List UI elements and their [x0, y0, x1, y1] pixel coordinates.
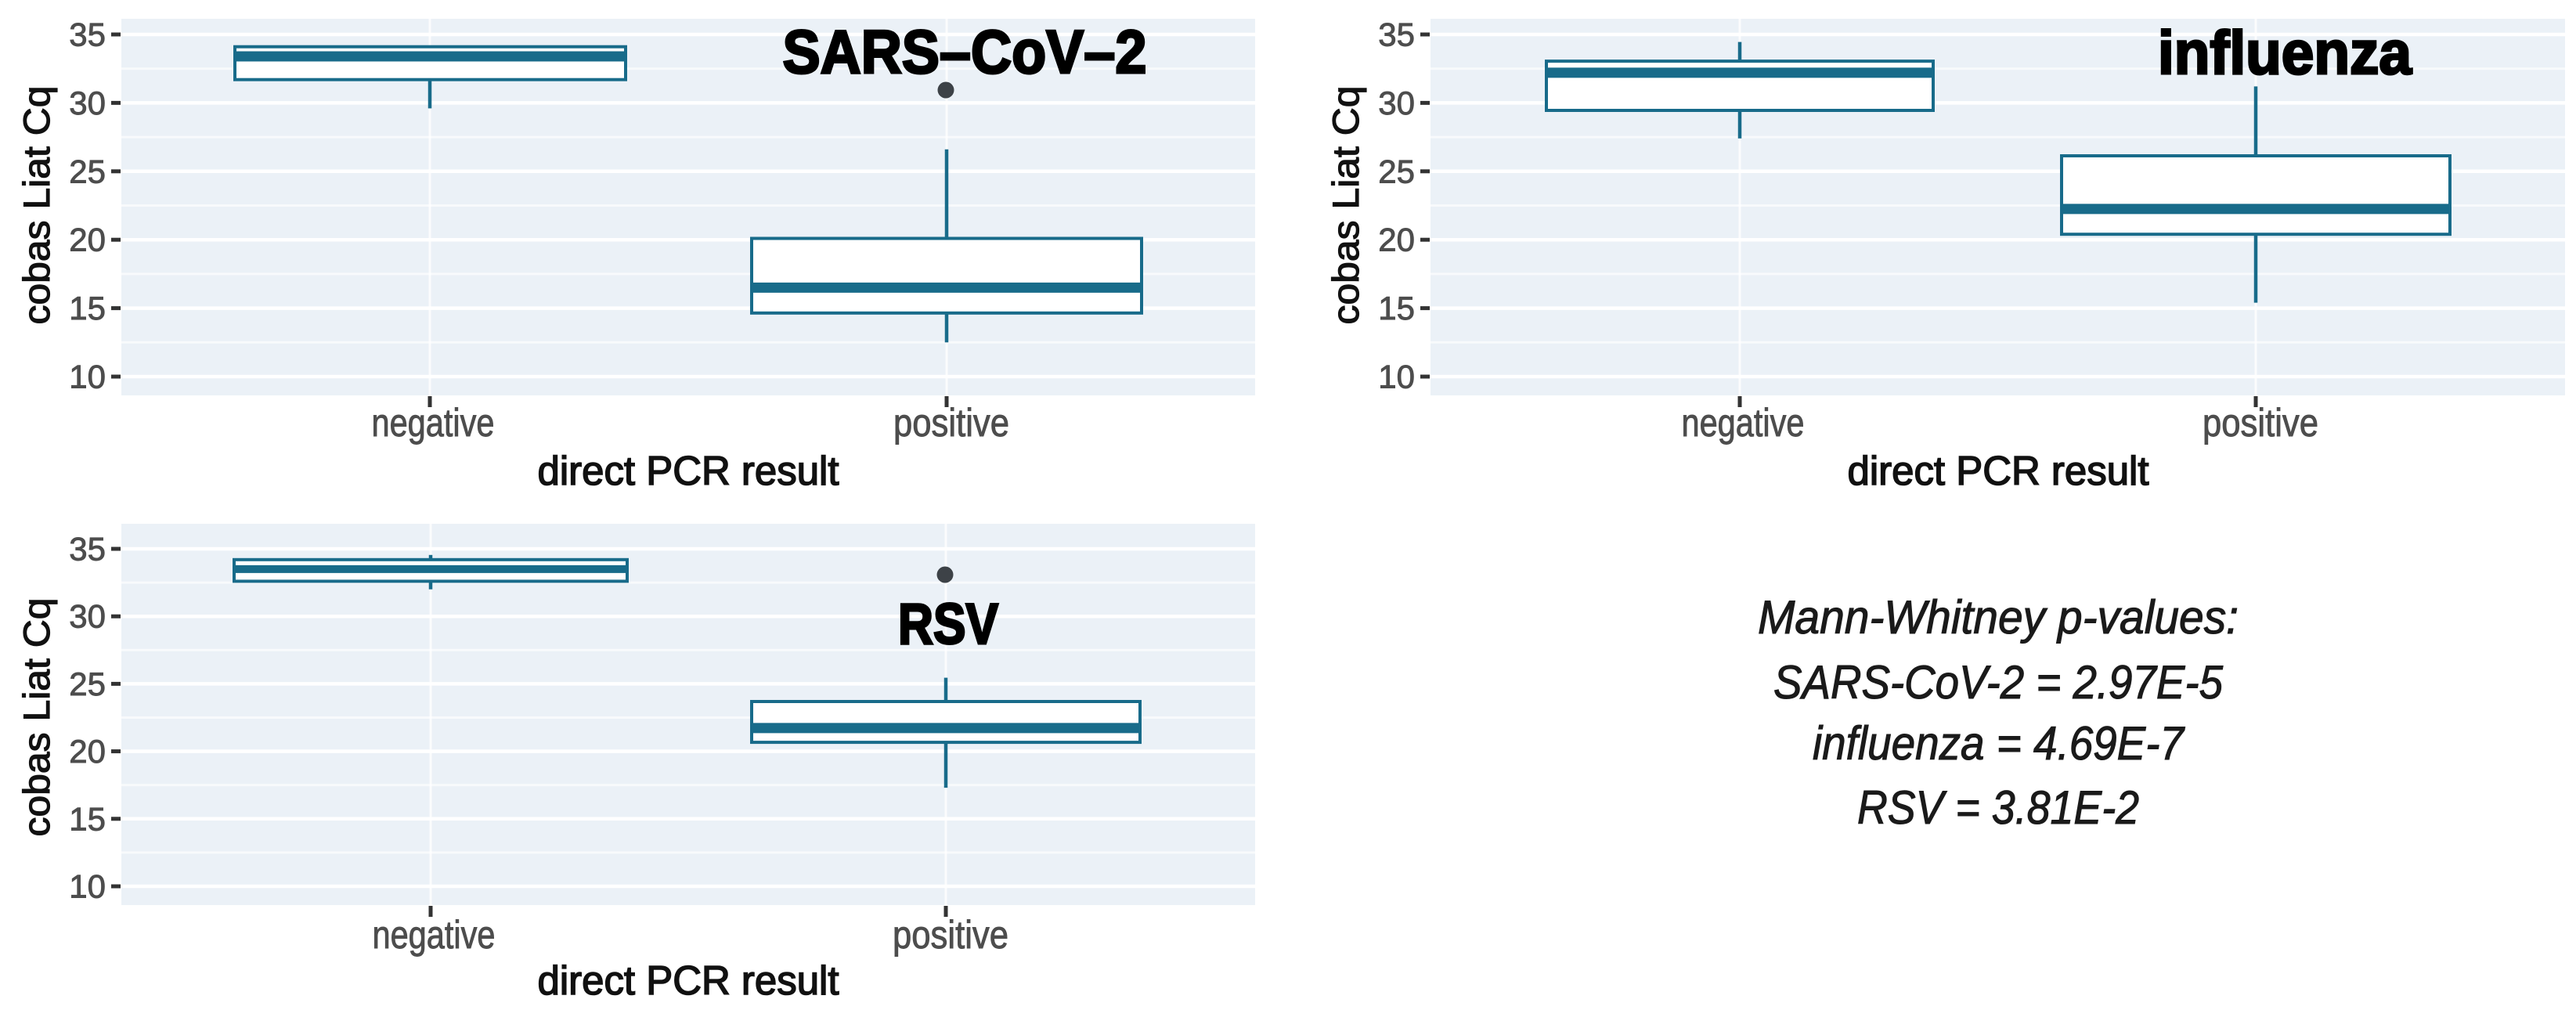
svg-text:30: 30	[69, 598, 106, 635]
svg-text:25: 25	[69, 666, 106, 702]
svg-text:negative: negative	[1682, 401, 1805, 445]
svg-text:positive: positive	[893, 401, 1009, 445]
svg-text:direct PCR result: direct PCR result	[1848, 449, 2150, 494]
svg-text:30: 30	[69, 85, 106, 121]
svg-text:20: 20	[1378, 222, 1415, 258]
svg-text:35: 35	[69, 16, 106, 53]
svg-text:35: 35	[69, 531, 106, 568]
svg-text:20: 20	[69, 733, 106, 770]
svg-text:15: 15	[69, 290, 106, 326]
svg-text:10: 10	[69, 359, 106, 395]
svg-text:positive: positive	[2203, 401, 2318, 445]
svg-text:SARS–CoV–2: SARS–CoV–2	[783, 17, 1147, 86]
svg-text:negative: negative	[372, 401, 495, 445]
svg-text:cobas Liat Cq: cobas Liat Cq	[16, 86, 57, 325]
svg-text:SARS-CoV-2 = 2.97E-5: SARS-CoV-2 = 2.97E-5	[1773, 656, 2224, 709]
svg-text:influenza: influenza	[2158, 18, 2412, 87]
svg-text:direct PCR result: direct PCR result	[538, 449, 840, 494]
svg-text:influenza = 4.69E-7: influenza = 4.69E-7	[1813, 717, 2185, 770]
svg-text:15: 15	[69, 800, 106, 837]
svg-text:25: 25	[69, 153, 106, 189]
svg-text:10: 10	[69, 868, 106, 905]
svg-text:RSV = 3.81E-2: RSV = 3.81E-2	[1857, 781, 2139, 834]
svg-text:10: 10	[1378, 359, 1415, 395]
svg-text:direct PCR result: direct PCR result	[538, 958, 840, 1004]
svg-text:positive: positive	[893, 913, 1008, 957]
svg-text:15: 15	[1378, 290, 1415, 326]
svg-text:35: 35	[1378, 16, 1415, 53]
svg-text:RSV: RSV	[898, 593, 998, 656]
svg-text:Mann-Whitney p-values:: Mann-Whitney p-values:	[1758, 591, 2239, 644]
svg-text:20: 20	[69, 222, 106, 258]
svg-text:25: 25	[1378, 153, 1415, 189]
svg-text:cobas Liat Cq: cobas Liat Cq	[16, 598, 57, 837]
svg-text:negative: negative	[373, 913, 496, 957]
svg-text:30: 30	[1378, 85, 1415, 121]
svg-text:cobas Liat Cq: cobas Liat Cq	[1325, 86, 1366, 325]
